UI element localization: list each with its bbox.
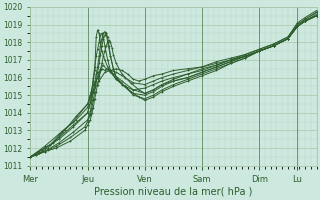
X-axis label: Pression niveau de la mer( hPa ): Pression niveau de la mer( hPa ) xyxy=(94,187,252,197)
